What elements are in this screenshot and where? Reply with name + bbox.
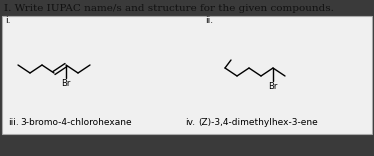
- Text: (Z)-3,4-dimethylhex-3-ene: (Z)-3,4-dimethylhex-3-ene: [198, 118, 318, 127]
- Text: iv.: iv.: [185, 118, 195, 127]
- Text: iii.: iii.: [8, 118, 19, 127]
- Bar: [2, 16, 372, 134]
- Text: 3-bromo-4-chlorohexane: 3-bromo-4-chlorohexane: [20, 118, 132, 127]
- Text: I. Write IUPAC name/s and structure for the given compounds.: I. Write IUPAC name/s and structure for …: [4, 4, 334, 13]
- Text: Br: Br: [268, 82, 278, 91]
- Text: i.: i.: [5, 16, 10, 25]
- Text: ii.: ii.: [205, 16, 213, 25]
- Text: Br: Br: [61, 79, 71, 88]
